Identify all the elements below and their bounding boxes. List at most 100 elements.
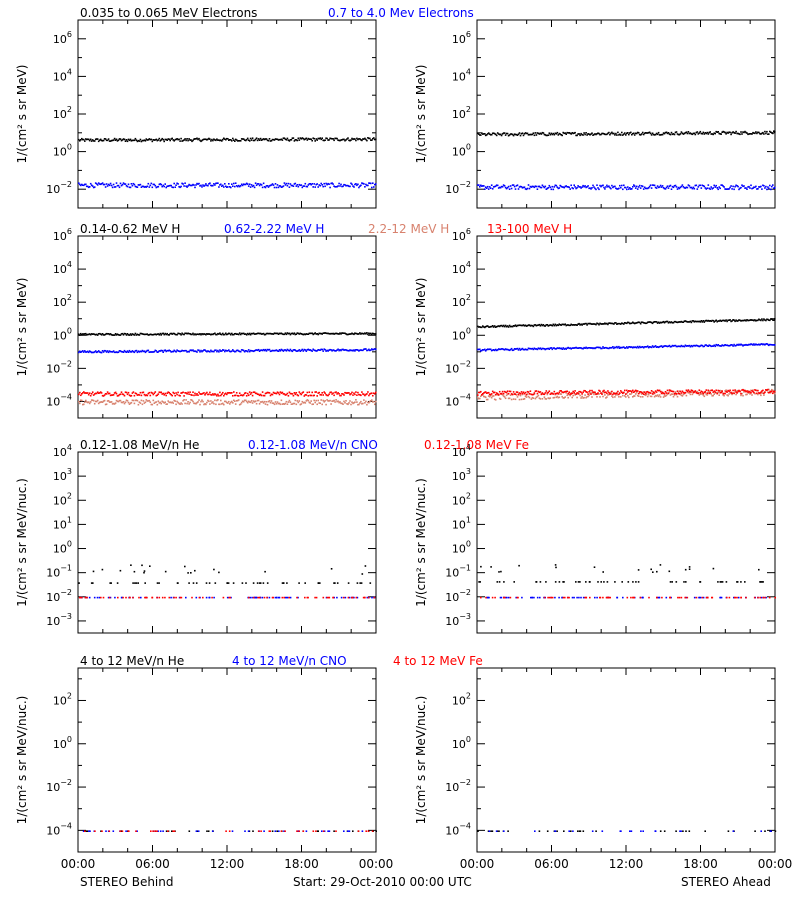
data-point	[546, 324, 549, 326]
y-tick-label: 10−4	[445, 821, 471, 837]
data-point	[116, 395, 119, 397]
y-tick-label: 102	[452, 491, 471, 507]
data-point	[237, 350, 240, 352]
data-point	[688, 392, 691, 394]
data-point	[288, 332, 291, 335]
data-point	[122, 401, 125, 403]
data-point	[267, 391, 270, 394]
data-point	[277, 186, 280, 189]
data-point	[694, 133, 697, 136]
data-point	[224, 183, 226, 185]
data-point	[333, 139, 335, 142]
data-point	[702, 394, 705, 396]
data-point	[283, 182, 286, 184]
data-point	[667, 392, 670, 394]
data-point	[486, 325, 489, 327]
data-point	[596, 184, 598, 186]
data-point	[279, 138, 282, 141]
data-point	[576, 134, 578, 137]
data-point	[561, 186, 563, 188]
data-point	[583, 185, 585, 188]
data-point	[639, 346, 642, 349]
data-point	[507, 326, 510, 328]
data-point	[239, 350, 242, 353]
data-point	[243, 392, 246, 395]
data-point	[531, 347, 534, 350]
data-point	[93, 186, 96, 188]
data-point	[242, 394, 245, 396]
data-point	[175, 392, 177, 394]
data-point	[306, 399, 309, 401]
data-point	[571, 132, 573, 134]
data-point	[656, 185, 659, 187]
data-point	[764, 830, 766, 832]
data-point	[372, 394, 374, 397]
data-point	[178, 350, 180, 352]
data-point	[255, 349, 258, 351]
data-point	[520, 132, 523, 135]
data-point	[124, 391, 127, 393]
data-point	[481, 132, 483, 134]
data-point	[186, 332, 188, 335]
data-point	[222, 184, 224, 187]
data-point	[182, 183, 184, 185]
data-point	[268, 185, 271, 187]
data-point	[527, 134, 530, 136]
data-point	[236, 394, 239, 397]
data-point	[154, 401, 157, 404]
data-point	[765, 596, 767, 599]
data-point	[628, 396, 630, 399]
data-point	[732, 345, 734, 347]
data-point	[770, 391, 772, 394]
data-point	[283, 403, 286, 405]
data-point	[718, 394, 720, 396]
data-point	[659, 830, 662, 832]
data-point	[173, 349, 175, 352]
data-point	[671, 322, 674, 324]
data-point	[324, 392, 326, 394]
data-point	[100, 596, 102, 599]
data-point	[692, 320, 695, 322]
data-point	[742, 131, 744, 133]
data-point	[197, 138, 199, 141]
series-2	[477, 388, 776, 401]
data-point	[499, 348, 502, 351]
data-point	[619, 322, 621, 325]
data-point	[181, 403, 183, 405]
data-point	[735, 130, 737, 133]
data-point	[672, 390, 675, 393]
y-axis-label: 1/(cm² s sr MeV)	[15, 65, 29, 164]
data-point	[296, 350, 299, 352]
data-point	[522, 398, 525, 400]
data-point	[168, 349, 170, 352]
data-point	[716, 320, 718, 323]
data-point	[88, 333, 91, 335]
data-point	[566, 186, 568, 188]
data-point	[540, 186, 543, 189]
data-point	[195, 582, 198, 584]
data-point	[678, 596, 681, 599]
data-point	[647, 321, 650, 323]
data-point	[318, 184, 320, 186]
data-point	[731, 188, 733, 190]
data-point	[498, 133, 501, 136]
data-point	[134, 137, 137, 140]
data-point	[678, 133, 681, 136]
data-point	[203, 392, 205, 394]
data-point	[244, 333, 247, 335]
data-point	[655, 395, 658, 397]
data-point	[745, 393, 747, 396]
data-point	[682, 345, 685, 347]
data-point	[550, 392, 553, 394]
data-point	[370, 139, 372, 141]
data-point	[506, 325, 509, 327]
data-point	[117, 400, 120, 403]
data-point	[761, 390, 763, 392]
data-point	[159, 830, 162, 832]
data-point	[657, 131, 660, 134]
data-point	[266, 596, 268, 599]
data-point	[494, 596, 496, 599]
data-point	[506, 132, 509, 135]
data-point	[772, 319, 774, 321]
data-point	[502, 132, 505, 134]
